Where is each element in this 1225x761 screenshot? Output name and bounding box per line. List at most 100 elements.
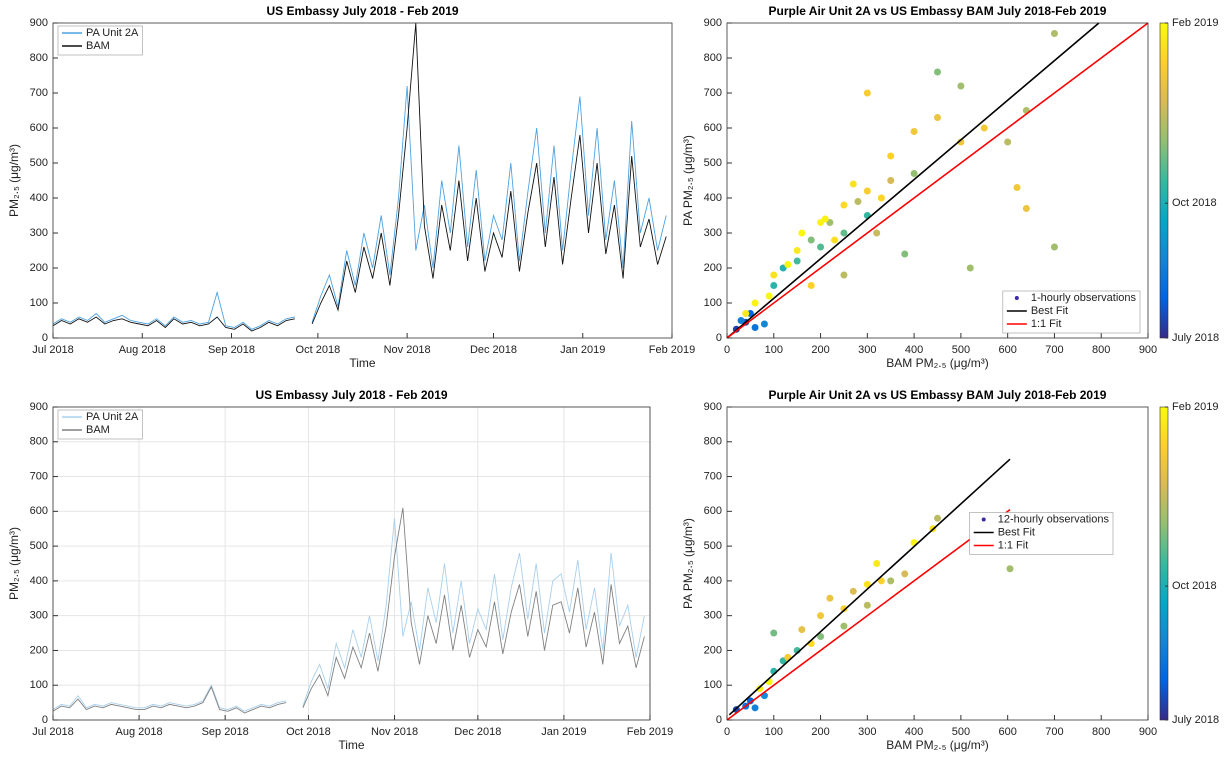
data-point	[765, 292, 773, 300]
x-axis-label: BAM PM₂.₅ (μg/m³)	[886, 356, 988, 370]
colorbar-tick-label: July 2018	[1172, 714, 1219, 726]
data-point	[817, 243, 825, 251]
x-tick-label: 500	[952, 726, 970, 738]
data-point	[807, 282, 815, 289]
data-point	[840, 605, 848, 613]
legend-label: 1:1 Fit	[998, 539, 1029, 551]
x-tick-label: 600	[998, 726, 1016, 738]
y-axis-label: PM₂.₅ (μg/m³)	[7, 144, 21, 217]
axes-box	[726, 406, 1149, 721]
data-point	[751, 324, 759, 331]
data-point	[873, 560, 881, 567]
data-point	[934, 514, 941, 522]
y-tick-label: 0	[42, 332, 48, 344]
colorbar-tick-label: July 2018	[1172, 332, 1219, 344]
fit-line	[726, 22, 1149, 339]
legend-label: Best Fit	[998, 526, 1035, 538]
x-tick-label: Aug 2018	[116, 726, 163, 738]
x-tick-label: 0	[724, 726, 730, 738]
x-tick-label: Feb 2019	[627, 726, 673, 738]
legend-label: PA Unit 2A	[86, 411, 139, 423]
y-tick-label: 700	[704, 87, 722, 99]
data-point	[887, 577, 895, 585]
fit-line	[726, 508, 1011, 721]
y-tick-label: 200	[30, 262, 48, 274]
data-point	[910, 170, 918, 177]
data-point	[877, 194, 885, 202]
data-point	[1022, 205, 1030, 212]
x-tick-label: 800	[1092, 726, 1110, 738]
data-point	[793, 257, 801, 265]
x-tick-label: 100	[765, 726, 783, 738]
data-point	[821, 215, 829, 223]
legend-box	[57, 25, 143, 56]
x-tick-label: Dec 2018	[454, 726, 501, 738]
x-tick-label: Feb 2019	[649, 344, 695, 356]
data-point	[1050, 243, 1058, 251]
y-tick-label: 300	[704, 227, 722, 239]
y-tick-label: 200	[704, 262, 722, 274]
x-tick-label: Oct 2018	[296, 344, 341, 356]
y-tick-label: 600	[30, 505, 48, 517]
x-tick-label: 200	[811, 344, 829, 356]
y-tick-label: 0	[716, 332, 722, 344]
data-line	[52, 518, 645, 712]
y-tick-label: 300	[30, 227, 48, 239]
data-point	[901, 250, 909, 258]
data-point	[863, 580, 871, 588]
x-tick-label: 700	[1045, 344, 1063, 356]
chart-panel: 0 100 200 300 400 500 600 700 800 900 0 100 200 300 40…	[681, 388, 1219, 752]
legend-box	[1002, 290, 1141, 334]
data-point	[910, 128, 918, 135]
legend-label: BAM	[86, 424, 110, 436]
legend-marker	[1014, 296, 1019, 300]
x-tick-label: 700	[1045, 726, 1063, 738]
y-tick-label: 200	[30, 644, 48, 656]
data-point	[784, 261, 792, 268]
data-point	[1050, 30, 1058, 37]
plot-area	[53, 23, 672, 338]
y-axis-label: PA PM₂.₅ (μg/m³)	[681, 135, 695, 226]
chart-title: US Embassy July 2018 - Feb 2019	[266, 4, 458, 18]
data-point	[770, 271, 778, 279]
data-line	[52, 85, 667, 330]
y-tick-label: 500	[704, 157, 722, 169]
y-axis-label: PM₂.₅ (μg/m³)	[7, 527, 21, 600]
data-point	[840, 201, 848, 209]
x-tick-label: 900	[1139, 344, 1157, 356]
y-axis-label: PA PM₂.₅ (μg/m³)	[681, 518, 695, 609]
data-point	[831, 236, 839, 244]
x-tick-label: Dec 2018	[470, 344, 517, 356]
x-axis-label: Time	[338, 738, 365, 752]
fit-line	[728, 458, 1011, 716]
colorbar-tick-label: Oct 2018	[1172, 197, 1217, 209]
y-tick-label: 300	[30, 610, 48, 622]
x-tick-label: 400	[905, 726, 923, 738]
data-point	[980, 124, 988, 132]
x-tick-label: Jul 2018	[32, 344, 74, 356]
x-tick-label: Aug 2018	[119, 344, 166, 356]
y-tick-label: 0	[42, 714, 48, 726]
y-tick-label: 700	[704, 470, 722, 482]
x-tick-label: 0	[724, 344, 730, 356]
data-point	[798, 229, 806, 237]
data-point	[863, 187, 871, 195]
x-tick-label: 800	[1092, 344, 1110, 356]
y-tick-label: 900	[704, 17, 722, 29]
data-point	[798, 626, 806, 634]
legend-box	[969, 512, 1114, 555]
data-point	[826, 594, 834, 602]
y-tick-label: 800	[30, 436, 48, 448]
y-tick-label: 500	[30, 157, 48, 169]
plot-area	[53, 407, 650, 720]
x-tick-label: 100	[765, 344, 783, 356]
chart-panel: Jul 2018 Aug 2018 Sep 2018 Oct 2018 Nov 2018…	[7, 388, 673, 752]
x-tick-label: 300	[858, 344, 876, 356]
data-point	[840, 229, 848, 237]
x-axis-label: Time	[349, 356, 376, 370]
data-point	[807, 236, 815, 244]
data-point	[770, 629, 778, 637]
data-point	[760, 320, 768, 328]
data-point	[1004, 138, 1012, 146]
colorbar-tick-label: Oct 2018	[1172, 580, 1217, 592]
